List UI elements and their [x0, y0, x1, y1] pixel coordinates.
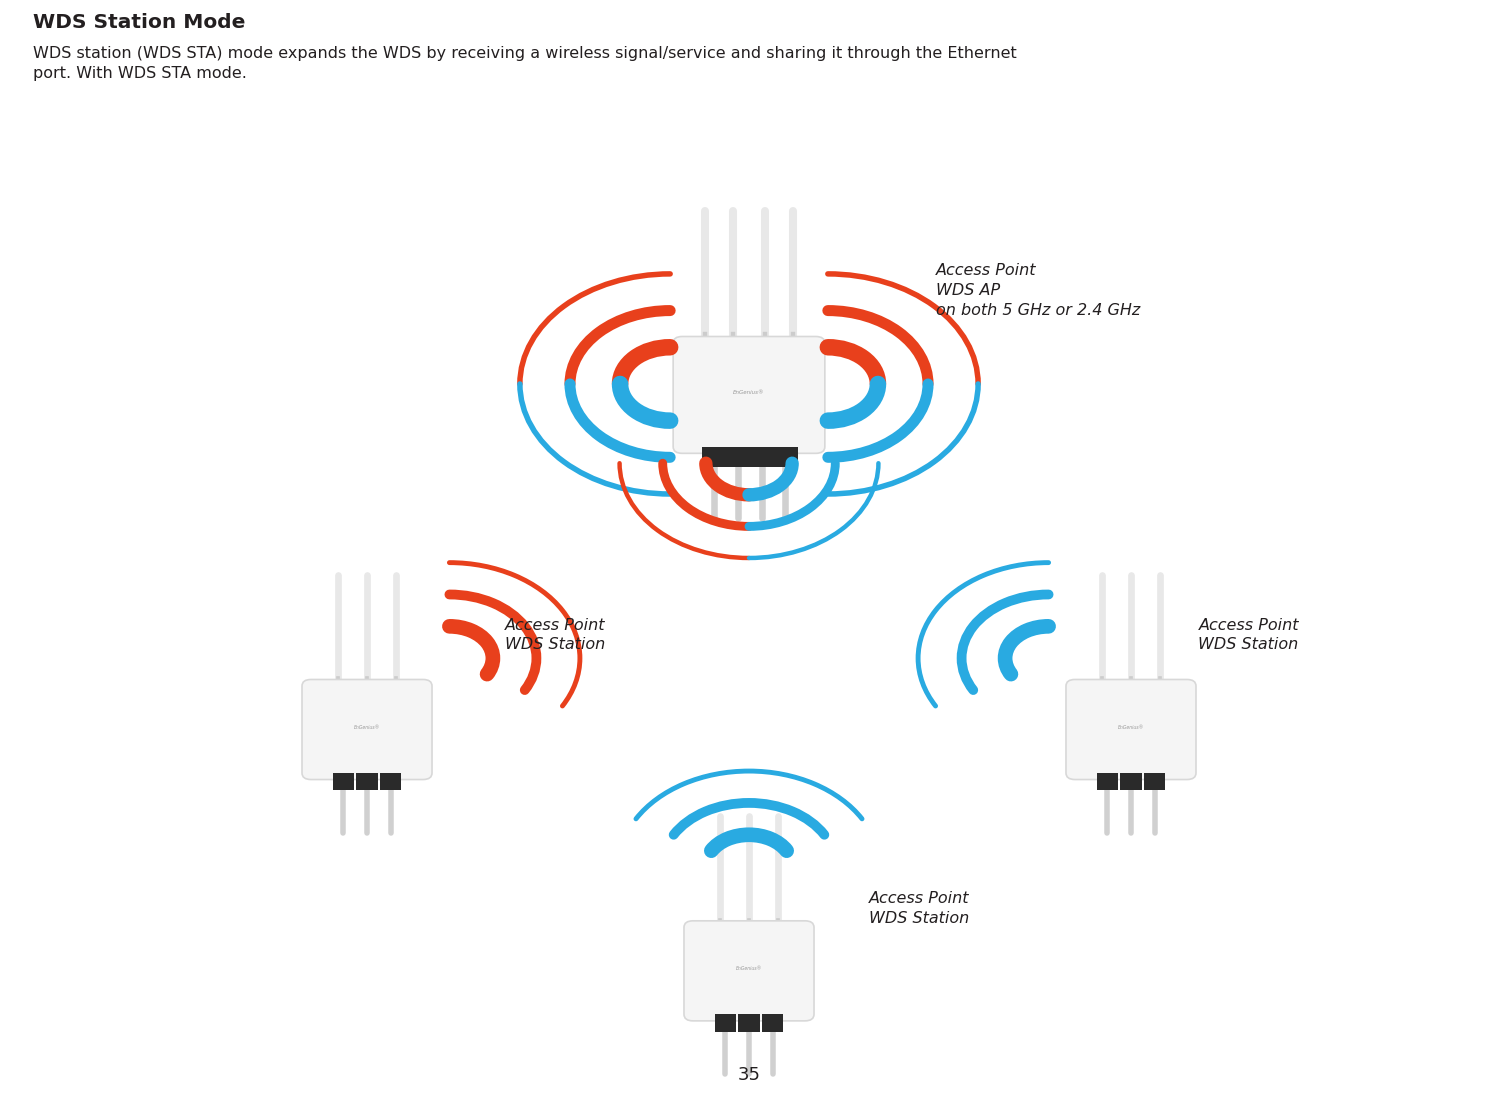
Bar	[1144, 773, 1165, 790]
Bar	[725, 446, 750, 467]
Bar	[701, 446, 727, 467]
Text: Access Point
WDS Station: Access Point WDS Station	[1198, 618, 1299, 653]
Bar	[739, 1015, 759, 1031]
FancyBboxPatch shape	[1067, 679, 1195, 780]
Bar	[773, 446, 798, 467]
Text: EnGenius®: EnGenius®	[733, 391, 765, 395]
Bar	[333, 773, 354, 790]
FancyBboxPatch shape	[673, 337, 825, 453]
Bar	[357, 773, 377, 790]
Text: WDS station (WDS STA) mode expands the WDS by receiving a wireless signal/servic: WDS station (WDS STA) mode expands the W…	[33, 46, 1017, 81]
Text: WDS Station Mode: WDS Station Mode	[33, 13, 246, 32]
Bar	[749, 446, 774, 467]
Text: EnGenius®: EnGenius®	[736, 966, 762, 971]
Bar	[1097, 773, 1118, 790]
FancyBboxPatch shape	[303, 679, 431, 780]
Bar	[380, 773, 401, 790]
Text: 35: 35	[737, 1066, 761, 1084]
Bar	[762, 1015, 783, 1031]
Text: Access Point
WDS AP
on both 5 GHz or 2.4 GHz: Access Point WDS AP on both 5 GHz or 2.4…	[936, 263, 1140, 318]
Text: EnGenius®: EnGenius®	[1118, 725, 1144, 730]
Text: Access Point
WDS Station: Access Point WDS Station	[869, 891, 969, 926]
Text: Access Point
WDS Station: Access Point WDS Station	[505, 618, 605, 653]
Bar	[715, 1015, 736, 1031]
Bar	[1121, 773, 1141, 790]
FancyBboxPatch shape	[685, 920, 813, 1021]
Text: EnGenius®: EnGenius®	[354, 725, 380, 730]
